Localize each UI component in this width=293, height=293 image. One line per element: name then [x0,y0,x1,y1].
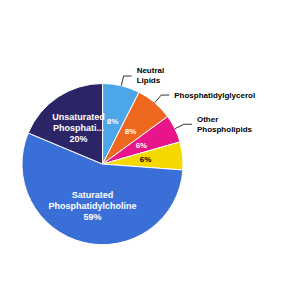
svg-text:6%: 6% [136,141,148,150]
svg-text:Unsaturated: Unsaturated [52,112,105,122]
svg-text:Saturated: Saturated [72,190,114,200]
svg-text:Phosphatidylglycerol: Phosphatidylglycerol [174,91,255,100]
svg-text:8%: 8% [107,117,119,126]
svg-text:6%: 6% [140,155,152,164]
svg-text:Lipids: Lipids [137,76,161,85]
svg-text:20%: 20% [70,134,88,144]
svg-text:59%: 59% [83,212,101,222]
svg-text:Phosphatidylcholine: Phosphatidylcholine [48,201,136,211]
svg-text:Other: Other [197,115,218,124]
svg-text:Neutral: Neutral [137,66,165,75]
svg-text:Phospholipids: Phospholipids [197,125,253,134]
svg-text:8%: 8% [125,127,137,136]
svg-text:Phosphati...: Phosphati... [53,123,104,133]
